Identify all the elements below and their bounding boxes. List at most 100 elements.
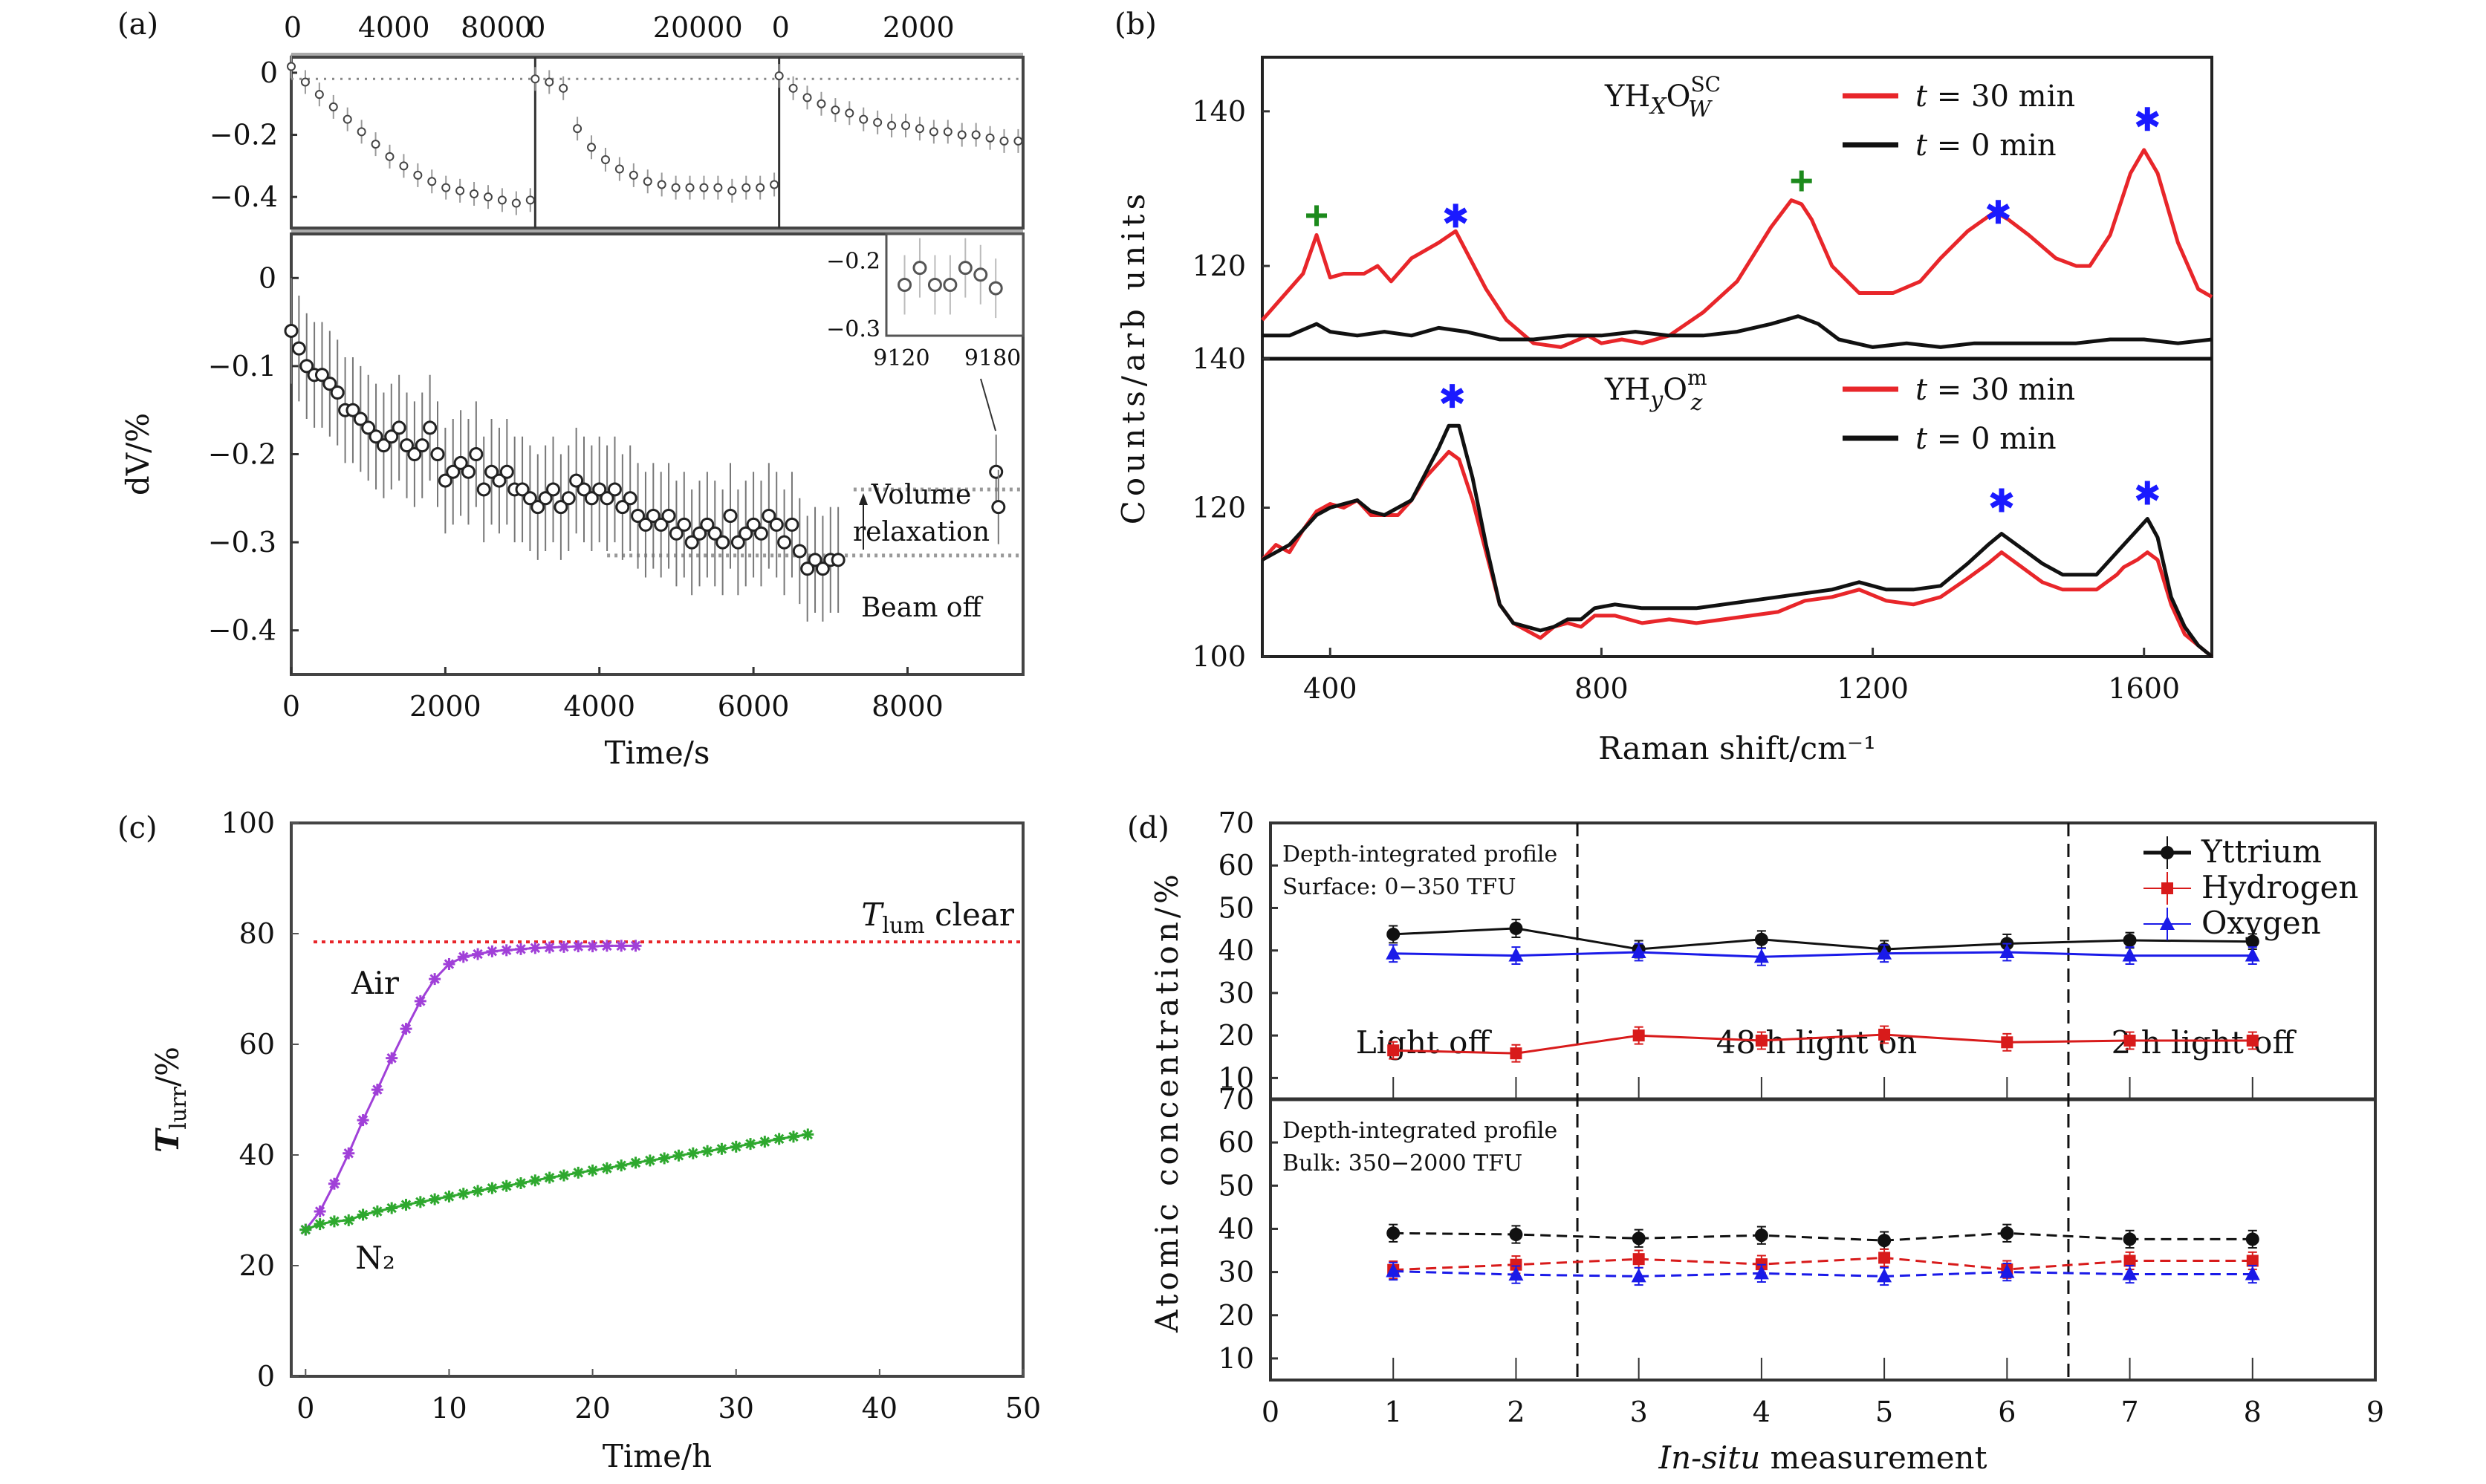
bulk-hydrogen-line	[1393, 1256, 2253, 1272]
data-point	[371, 140, 380, 149]
data-point	[831, 553, 846, 567]
series-marker-n2	[602, 1163, 612, 1174]
surface-hydrogen-marker	[1632, 1029, 1645, 1042]
top-xtick-label: 0	[528, 11, 545, 44]
annotation-relaxation: relaxation	[853, 517, 990, 547]
data-point	[671, 183, 681, 192]
inset-ytick-label: −0.3	[826, 316, 880, 342]
series-marker-n2	[501, 1181, 512, 1191]
surface-ytick-label: 50	[1218, 891, 1254, 924]
data-point	[284, 323, 299, 338]
data-point	[561, 491, 576, 506]
panel-label-b: (b)	[1114, 7, 1157, 42]
series-marker-n2	[372, 1206, 383, 1217]
series-marker-n2	[343, 1215, 354, 1226]
inset-data-point	[898, 278, 912, 292]
data-point	[470, 189, 479, 198]
data-point	[989, 464, 1004, 479]
data-point	[629, 170, 638, 180]
data-point	[461, 464, 476, 479]
data-point	[525, 195, 535, 205]
data-point	[413, 170, 423, 180]
surface-hydrogen-marker	[2246, 1035, 2259, 1047]
series-marker-n2	[415, 1197, 426, 1208]
y-axis-label: Atomic concentration/%	[1149, 870, 1185, 1333]
data-point	[361, 420, 376, 435]
data-point	[901, 121, 911, 130]
top-band	[291, 53, 1023, 57]
bulk-ytick-label: 30	[1218, 1256, 1254, 1289]
data-point	[328, 102, 338, 111]
inset-data-point	[973, 267, 988, 282]
series-marker-n2	[731, 1142, 741, 1152]
bulk-yttrium-marker	[1509, 1228, 1523, 1242]
data-point	[530, 500, 545, 515]
series-marker-air	[314, 1206, 325, 1217]
surface-hydrogen-marker	[1510, 1047, 1522, 1060]
data-point	[615, 500, 630, 515]
panel-d: 0 1 2 3 4 5 6 7 8 9 In-situ measurement Atomic conc…	[1149, 807, 2384, 1476]
data-point	[713, 183, 723, 192]
top-xtick-label: 4000	[358, 11, 430, 44]
top-xtick-label: 0	[284, 11, 302, 44]
data-point	[943, 127, 952, 137]
xtick-label: 6	[1998, 1396, 2016, 1428]
data-point	[677, 517, 692, 532]
surface-hydrogen-marker	[1387, 1044, 1400, 1057]
top-ytick-label: 140	[1192, 95, 1246, 128]
xtick-label: 0	[296, 1392, 314, 1425]
series-marker-air	[343, 1148, 354, 1159]
data-point	[343, 114, 352, 124]
data-point	[723, 509, 738, 524]
series-marker-n2	[759, 1136, 770, 1147]
data-point	[985, 133, 995, 143]
surface-hydrogen-marker	[1755, 1035, 1768, 1047]
data-point	[654, 517, 669, 532]
bottom-peak-star-marker	[1440, 388, 1464, 405]
xtick-label: 800	[1574, 672, 1629, 705]
series-marker-air	[630, 940, 641, 951]
ytick-label: 80	[239, 917, 275, 950]
series-marker-n2	[802, 1129, 814, 1140]
data-point	[770, 180, 779, 189]
xtick-label: 10	[431, 1392, 467, 1425]
top-series-t30	[1261, 148, 2213, 349]
xtick-label: 4	[1753, 1396, 1771, 1428]
data-point	[369, 429, 383, 444]
x-axis-label: In-situ measurement	[1658, 1439, 1987, 1476]
data-point	[353, 411, 368, 426]
data-point	[545, 77, 554, 87]
bulk-oxygen-marker	[1508, 1266, 1524, 1281]
series-marker-n2	[688, 1148, 698, 1159]
bottom-series-t0	[1261, 423, 2213, 658]
top-ytick-label: 120	[1192, 250, 1246, 282]
data-point	[515, 482, 530, 497]
series-marker-n2	[444, 1191, 455, 1202]
data-point	[692, 526, 707, 541]
series-marker-n2	[716, 1144, 727, 1154]
data-point	[385, 152, 395, 161]
ytick-label: −0.4	[208, 614, 276, 647]
inset-data-point	[958, 261, 973, 276]
inset-data-point	[943, 278, 958, 292]
top-xtick-label: 0	[772, 11, 790, 44]
series-marker-n2	[516, 1178, 526, 1188]
data-point	[699, 183, 709, 192]
surface-oxygen-marker	[1753, 948, 1769, 963]
inset-xtick-label: 9120	[873, 345, 929, 371]
surface-yttrium-marker	[2123, 933, 2137, 947]
bulk-ytick-label: 70	[1218, 1083, 1254, 1116]
data-point	[469, 447, 484, 461]
data-point	[299, 359, 314, 374]
data-point	[715, 535, 730, 550]
bulk-yttrium-marker	[2245, 1232, 2259, 1246]
bulk-ytick-label: 10	[1218, 1342, 1254, 1375]
inset-pointer-arrow	[980, 378, 996, 432]
surface-ytick-label: 20	[1218, 1019, 1254, 1052]
data-point	[287, 62, 296, 71]
series-marker-air	[544, 942, 555, 953]
data-point	[800, 562, 815, 576]
top-series-t0	[1262, 314, 2213, 349]
data-point	[314, 90, 324, 100]
